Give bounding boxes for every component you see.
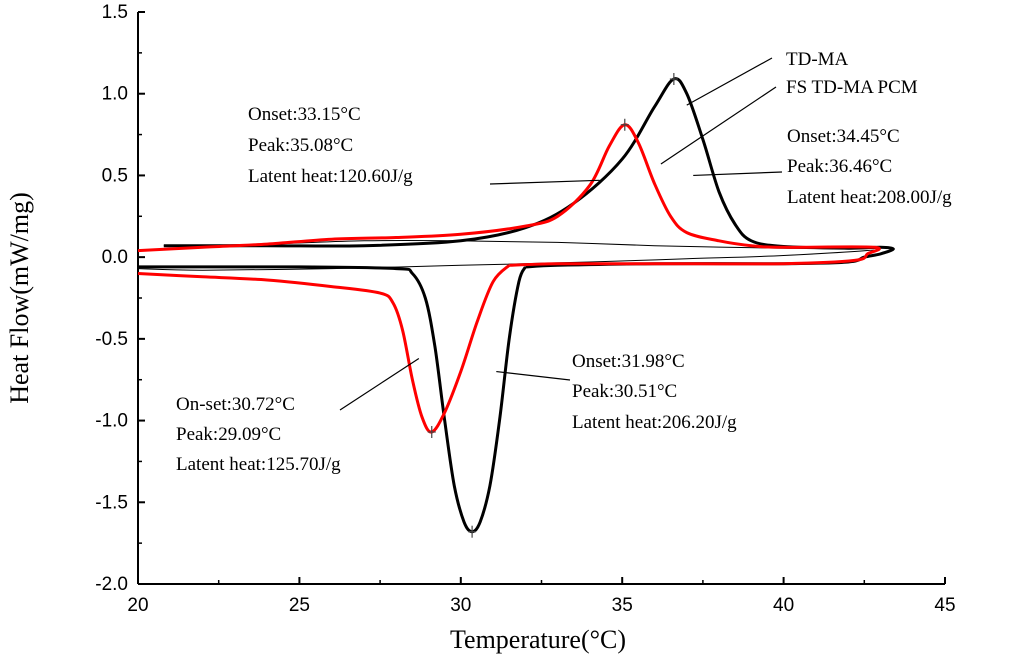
- leader-line: [496, 370, 571, 381]
- x-axis-title: Temperature(°C): [450, 625, 626, 654]
- legend-label-fs-td-ma-pcm: FS TD-MA PCM: [786, 77, 918, 98]
- curves: [137, 77, 895, 534]
- x-tick-label: 30: [450, 595, 471, 616]
- x-tick-label: 25: [289, 595, 310, 616]
- annotation-line: On-set:30.72°C: [176, 394, 295, 415]
- y-tick-label: -2.0: [95, 574, 128, 595]
- y-tick-label: 0.0: [102, 247, 128, 268]
- legend-label-td-ma: TD-MA: [786, 49, 849, 70]
- series-td-ma-cooling: [137, 265, 527, 534]
- legend: TD-MA FS TD-MA PCM: [786, 49, 918, 98]
- annotation-line: Peak:36.46°C: [787, 156, 892, 177]
- leader-line: [693, 171, 783, 177]
- annotation-line: Latent heat:125.70J/g: [176, 454, 341, 475]
- annotation-line: Peak:30.51°C: [572, 381, 677, 402]
- y-tick-label: 1.5: [102, 2, 128, 23]
- annotation-cooling-tdma: Onset:31.98°C Peak:30.51°C Latent heat:2…: [572, 351, 737, 433]
- y-tick-label: -0.5: [95, 329, 128, 350]
- y-tick-label: 0.5: [102, 165, 128, 186]
- x-tick-label: 20: [127, 595, 148, 616]
- x-tick-label: 45: [934, 595, 955, 616]
- y-tick-label: -1.5: [95, 492, 128, 513]
- annotation-heating-fs: Onset:33.15°C Peak:35.08°C Latent heat:1…: [248, 104, 413, 187]
- leader-line: [339, 357, 420, 411]
- leader-line: [686, 57, 773, 106]
- y-tick-label: -1.0: [95, 411, 128, 432]
- annotation-line: Peak:35.08°C: [248, 135, 353, 156]
- y-axis-title: Heat Flow(mW/mg): [5, 192, 34, 404]
- leader-lines: [339, 57, 783, 411]
- x-tick-label: 40: [773, 595, 794, 616]
- leader-line: [660, 86, 777, 165]
- leader-line: [489, 179, 600, 185]
- x-tick-label: 35: [612, 595, 633, 616]
- annotation-line: Peak:29.09°C: [176, 424, 281, 445]
- axis-ticks: 20 25 30 35 40 45 1.5 1.0 0.5 0.0 -0.5 -1.0 -1.5 -2.0: [95, 2, 955, 616]
- annotation-heating-tdma: Onset:34.45°C Peak:36.46°C Latent heat:2…: [787, 126, 952, 208]
- annotation-cooling-fs: On-set:30.72°C Peak:29.09°C Latent heat:…: [176, 394, 341, 475]
- series-fs-td-ma-pcm-cooling: [137, 264, 511, 434]
- annotation-line: Latent heat:120.60J/g: [248, 166, 413, 187]
- annotation-line: Latent heat:206.20J/g: [572, 412, 737, 433]
- annotation-line: Onset:33.15°C: [248, 104, 361, 125]
- annotation-line: Onset:34.45°C: [787, 126, 900, 147]
- series-fs-td-ma-pcm-heating: [137, 123, 881, 267]
- annotation-line: Onset:31.98°C: [572, 351, 685, 372]
- peak-markers: [427, 73, 678, 538]
- y-tick-label: 1.0: [102, 84, 128, 105]
- annotation-line: Latent heat:208.00J/g: [787, 187, 952, 208]
